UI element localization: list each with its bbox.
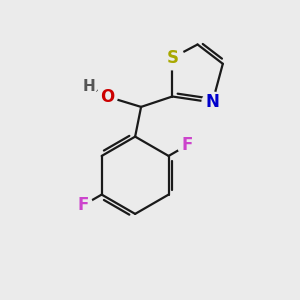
Text: H: H (83, 79, 95, 94)
Text: O: O (100, 88, 114, 106)
Circle shape (81, 78, 98, 94)
Text: F: F (181, 136, 193, 154)
Text: N: N (206, 93, 219, 111)
Circle shape (74, 196, 93, 215)
Circle shape (97, 86, 117, 107)
Circle shape (160, 46, 184, 70)
Circle shape (202, 92, 223, 113)
Circle shape (178, 136, 196, 155)
Text: F: F (78, 196, 89, 214)
Text: S: S (166, 49, 178, 67)
